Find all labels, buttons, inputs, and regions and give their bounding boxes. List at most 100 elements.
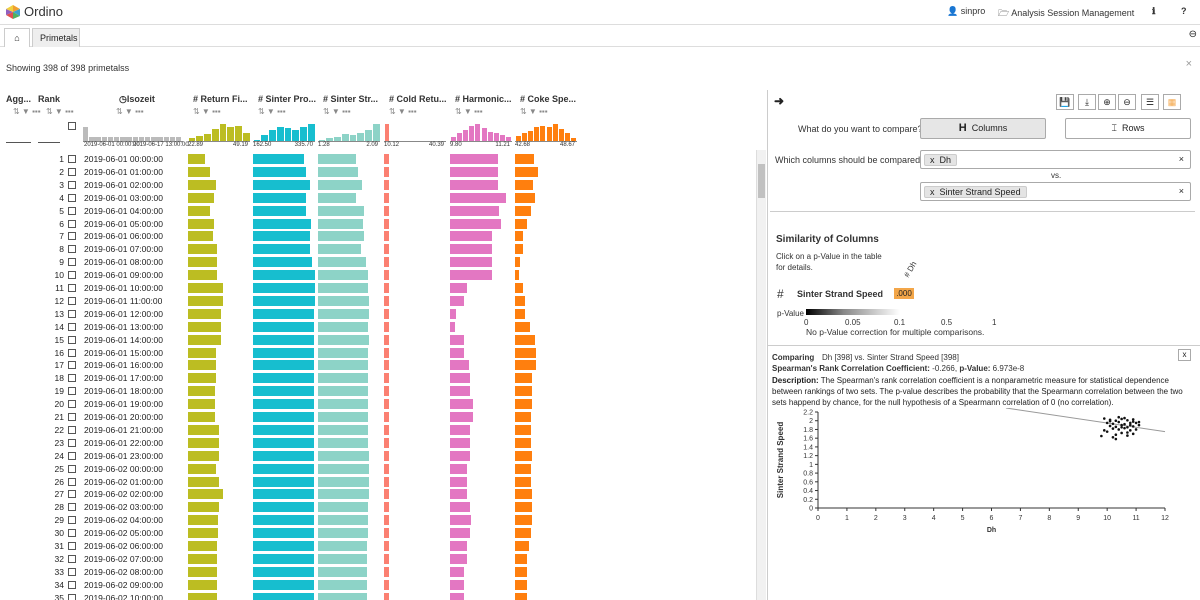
- close-detail-button[interactable]: x: [1178, 349, 1191, 361]
- value-bar-sinter_str[interactable]: [318, 424, 368, 435]
- value-bar-cold_ret[interactable]: [384, 386, 389, 397]
- value-bar-return[interactable]: [188, 154, 205, 164]
- value-bar-sinter_prod[interactable]: [253, 321, 314, 332]
- value-bar-cold_ret[interactable]: [384, 231, 389, 242]
- value-bar-sinter_prod[interactable]: [253, 283, 315, 293]
- value-bar-harmonic[interactable]: [450, 528, 470, 539]
- value-bar-coke[interactable]: [515, 579, 528, 590]
- value-bar-return[interactable]: [188, 218, 215, 229]
- value-bar-cold_ret[interactable]: [384, 399, 389, 410]
- value-bar-harmonic[interactable]: [450, 437, 470, 448]
- value-bar-coke[interactable]: [515, 463, 531, 474]
- column-tools[interactable]: ⇅ ▼ ▪▪▪: [323, 107, 351, 116]
- collapse-icon[interactable]: ⊖: [1188, 29, 1197, 40]
- value-bar-cold_ret[interactable]: [384, 308, 389, 319]
- value-bar-cold_ret[interactable]: [384, 553, 389, 564]
- value-bar-return[interactable]: [188, 399, 215, 410]
- table-icon[interactable]: ▦: [1163, 94, 1181, 110]
- value-bar-harmonic[interactable]: [450, 154, 498, 164]
- value-bar-coke[interactable]: [515, 437, 531, 448]
- row-checkbox[interactable]: [68, 542, 76, 550]
- row-checkbox[interactable]: [68, 529, 76, 538]
- value-bar-harmonic[interactable]: [450, 515, 472, 526]
- value-bar-harmonic[interactable]: [450, 179, 498, 190]
- value-bar-coke[interactable]: [515, 399, 532, 410]
- value-bar-harmonic[interactable]: [450, 579, 465, 590]
- value-bar-coke[interactable]: [515, 308, 525, 319]
- row-checkbox[interactable]: [68, 554, 76, 563]
- value-bar-return[interactable]: [188, 244, 217, 255]
- value-bar-return[interactable]: [188, 424, 219, 435]
- value-bar-coke[interactable]: [515, 192, 535, 203]
- column-header-sinter_prod[interactable]: # Sinter Pro...: [258, 94, 316, 104]
- value-bar-coke[interactable]: [515, 270, 519, 281]
- value-bar-cold_ret[interactable]: [384, 334, 389, 345]
- clear-select-icon[interactable]: ×: [1178, 186, 1184, 196]
- value-bar-sinter_prod[interactable]: [253, 205, 307, 216]
- value-bar-sinter_prod[interactable]: [253, 231, 311, 242]
- value-bar-return[interactable]: [188, 450, 219, 461]
- value-bar-sinter_prod[interactable]: [253, 592, 314, 600]
- table-scrollbar[interactable]: [756, 150, 766, 600]
- value-bar-coke[interactable]: [515, 360, 537, 371]
- column-header-sinter_str[interactable]: # Sinter Str...: [323, 94, 378, 104]
- value-bar-cold_ret[interactable]: [384, 283, 389, 293]
- value-bar-return[interactable]: [188, 334, 222, 345]
- value-bar-harmonic[interactable]: [450, 257, 493, 268]
- value-bar-cold_ret[interactable]: [384, 592, 389, 600]
- column-tools[interactable]: ⇅ ▼ ▪▪▪: [520, 107, 548, 116]
- row-checkbox[interactable]: [68, 580, 76, 589]
- value-bar-harmonic[interactable]: [450, 463, 468, 474]
- value-bar-sinter_str[interactable]: [318, 205, 364, 216]
- value-bar-harmonic[interactable]: [450, 218, 501, 229]
- row-checkbox[interactable]: [68, 567, 76, 576]
- value-bar-return[interactable]: [188, 257, 217, 268]
- value-bar-sinter_str[interactable]: [318, 179, 363, 190]
- row-checkbox[interactable]: [68, 400, 76, 409]
- column-header-harmonic[interactable]: # Harmonic...: [455, 94, 512, 104]
- value-bar-harmonic[interactable]: [450, 424, 470, 435]
- column-header-coke[interactable]: # Coke Spe...: [520, 94, 576, 104]
- row-checkbox[interactable]: [68, 477, 76, 486]
- row-checkbox[interactable]: [68, 516, 76, 525]
- value-bar-coke[interactable]: [515, 515, 532, 526]
- value-bar-sinter_str[interactable]: [318, 321, 369, 332]
- value-bar-return[interactable]: [188, 386, 215, 397]
- value-bar-harmonic[interactable]: [450, 541, 468, 551]
- value-bar-return[interactable]: [188, 476, 219, 487]
- value-bar-return[interactable]: [188, 179, 216, 190]
- value-bar-sinter_prod[interactable]: [253, 386, 314, 397]
- value-bar-coke[interactable]: [515, 347, 537, 358]
- row-checkbox[interactable]: [68, 490, 76, 499]
- value-bar-sinter_prod[interactable]: [253, 476, 314, 487]
- value-bar-harmonic[interactable]: [450, 502, 470, 513]
- value-bar-harmonic[interactable]: [450, 489, 468, 500]
- value-bar-sinter_str[interactable]: [318, 154, 357, 164]
- value-bar-sinter_prod[interactable]: [253, 218, 312, 229]
- value-bar-cold_ret[interactable]: [384, 502, 389, 513]
- download-icon[interactable]: ⤓: [1078, 94, 1096, 110]
- value-bar-cold_ret[interactable]: [384, 412, 389, 422]
- value-bar-return[interactable]: [188, 192, 215, 203]
- value-bar-harmonic[interactable]: [450, 270, 492, 281]
- value-bar-return[interactable]: [188, 579, 217, 590]
- value-bar-return[interactable]: [188, 528, 218, 539]
- rows-button[interactable]: ⌶ Rows: [1065, 118, 1191, 139]
- value-bar-return[interactable]: [188, 166, 211, 177]
- row-checkbox[interactable]: [68, 322, 76, 331]
- row-checkbox[interactable]: [68, 348, 76, 357]
- row-checkbox[interactable]: [68, 374, 76, 383]
- value-bar-return[interactable]: [188, 412, 215, 422]
- column-chip-dh[interactable]: x Dh: [924, 154, 958, 166]
- row-checkbox[interactable]: [68, 284, 76, 292]
- value-bar-sinter_prod[interactable]: [253, 244, 311, 255]
- value-bar-return[interactable]: [188, 283, 223, 293]
- value-bar-sinter_str[interactable]: [318, 373, 368, 384]
- value-bar-return[interactable]: [188, 231, 213, 242]
- value-bar-coke[interactable]: [515, 373, 533, 384]
- row-checkbox[interactable]: [68, 219, 76, 228]
- value-bar-coke[interactable]: [515, 205, 531, 216]
- column-tools[interactable]: ⇅ ▼ ▪▪▪: [13, 107, 41, 116]
- value-bar-return[interactable]: [188, 373, 216, 384]
- value-bar-coke[interactable]: [515, 489, 532, 500]
